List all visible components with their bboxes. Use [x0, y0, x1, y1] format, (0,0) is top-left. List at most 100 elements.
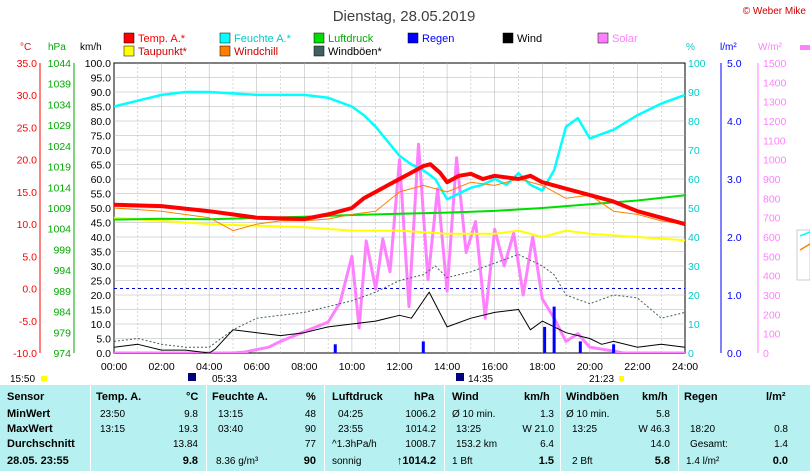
stats-cur-wind: 1.5 [538, 455, 554, 467]
series-line-windb-en [114, 253, 685, 348]
solar-tick-label: 1400 [763, 77, 787, 89]
wind-tick-label: 35.0 [91, 247, 112, 259]
humidity-tick-label: 10 [688, 319, 700, 331]
wind-tick-label: 10.0 [91, 319, 112, 331]
stats-cur-press: ↑1014.2 [396, 455, 436, 467]
temp-tick-label: 10.0 [17, 219, 38, 231]
solar-tick-label: 1100 [763, 135, 786, 147]
sunrise-icon [188, 373, 196, 381]
rain-tick-label: 2.0 [727, 232, 742, 244]
legend-label: Solar [612, 33, 638, 45]
stats-min-wind-a: Ø 10 min. [452, 409, 496, 420]
stats-cur-hum: 90 [303, 455, 316, 467]
stats-min-press-time: 04:25 [338, 409, 364, 420]
pressure-tick-label: 989 [53, 286, 71, 298]
rain-bar [552, 306, 556, 353]
copyright[interactable]: © Weber Mike [743, 6, 807, 17]
noon-time: 14:35 [468, 374, 493, 385]
temp-tick-label: 35.0 [17, 58, 38, 70]
rain-bar [543, 326, 547, 353]
temp-tick-label: -10.0 [13, 348, 37, 360]
series-line-feuchte-a [114, 90, 685, 201]
time-tick-label: 14:00 [434, 361, 460, 373]
stats-avg-wind-a: 153.2 km [456, 439, 498, 450]
pressure-tick-label: 1034 [48, 99, 72, 111]
solar-tick-label: 300 [763, 290, 781, 302]
pressure-tick-label: 1039 [48, 79, 72, 91]
legend-label: Wind [517, 33, 542, 45]
stats-header-gust: Windböen [566, 391, 620, 403]
stats-min-hum-time: 13:15 [218, 409, 244, 420]
noon-icon [456, 373, 464, 381]
legend-swatch [123, 45, 135, 57]
stats-table: Sensor Temp. A. °C Feuchte A. % Luftdruc… [0, 385, 810, 471]
stats-max-gust-a: 13:25 [572, 424, 598, 435]
legend-swatch [123, 32, 135, 44]
stats-cur-gust: 5.8 [654, 455, 670, 467]
legend-swatch [502, 32, 514, 44]
solar-tick-label: 1500 [763, 58, 787, 70]
legend-swatch [219, 32, 231, 44]
stats-avg-rain-a: Gesamt: [690, 439, 728, 450]
humidity-tick-label: 80 [688, 116, 700, 128]
wind-tick-label: 90.0 [91, 87, 112, 99]
stats-cur-rain: 0.0 [772, 455, 788, 467]
legend: Temp. A.*Taupunkt* Feuchte A.*Windchill Lu… [123, 32, 638, 58]
sunrise-time: 05:33 [212, 374, 237, 385]
wind-tick-label: 15.0 [91, 305, 112, 317]
stats-avg-gust: 14.0 [650, 439, 670, 450]
humidity-axis-unit: % [686, 42, 695, 53]
rain-bar [612, 344, 616, 353]
stats-max-temp-time: 13:15 [100, 424, 126, 435]
stats-avg-press: 1008.7 [405, 439, 436, 450]
time-tick-label: 06:00 [244, 361, 270, 373]
temp-tick-label: 15.0 [17, 187, 38, 199]
stats-header-sensor: Sensor [7, 391, 45, 403]
stats-header-gust-unit: km/h [642, 391, 668, 403]
time-tick-label: 12:00 [386, 361, 412, 373]
wind-tick-label: 60.0 [91, 174, 112, 186]
series-line-taupunkt [114, 216, 685, 242]
time-tick-label: 10:00 [339, 361, 365, 373]
series-line-windchill [114, 178, 685, 232]
solar-tick-label: 500 [763, 251, 781, 263]
stats-header-press: Luftdruck [332, 391, 383, 403]
legend-label: Windchill [234, 46, 278, 58]
axis-unit-labels: °C hPa km/h % l/m² W/m² [20, 42, 783, 53]
temp-tick-label: 20.0 [17, 155, 38, 167]
pressure-tick-label: 1024 [48, 141, 72, 153]
wind-tick-label: 65.0 [91, 160, 112, 172]
wind-tick-label: 80.0 [91, 116, 112, 128]
stats-cur-forecast: sonnig [332, 456, 362, 467]
stats-cur-temp: 9.8 [182, 455, 198, 467]
solar-tick-label: 1200 [763, 116, 787, 128]
stats-max-wind: W 21.0 [522, 424, 554, 435]
legend-swatch [407, 32, 419, 44]
legend-label: Taupunkt* [138, 46, 188, 58]
humidity-tick-label: 50 [688, 203, 700, 215]
wind-tick-label: 30.0 [91, 261, 112, 273]
wind-tick-label: 100.0 [85, 58, 111, 70]
legend-swatch [597, 32, 609, 44]
humidity-tick-label: 60 [688, 174, 700, 186]
stats-header-rain-unit: l/m² [766, 391, 786, 403]
series-line-luftdruck [114, 194, 685, 221]
chart-title: Dienstag, 28.05.2019 [333, 8, 476, 25]
stats-max-rain: 0.8 [774, 424, 788, 435]
stats-avg-temp: 13.84 [172, 439, 198, 450]
stats-max-hum-time: 03:40 [218, 424, 244, 435]
pressure-tick-label: 974 [53, 348, 71, 360]
pressure-tick-label: 984 [53, 307, 71, 319]
stats-row-min-label: MinWert [7, 408, 51, 420]
stats-avg-rain: 1.4 [774, 439, 788, 450]
stats-header-hum: Feuchte A. [212, 391, 268, 403]
humidity-tick-label: 70 [688, 145, 700, 157]
humidity-tick-label: 0 [688, 348, 694, 360]
data-series [114, 90, 685, 353]
time-tick-label: 00:00 [101, 361, 127, 373]
time-tick-label: 22:00 [624, 361, 650, 373]
sunset-time: 21:23 [589, 374, 614, 385]
stats-row-avg-label: Durchschnitt [7, 438, 75, 450]
solar-tick-label: 1000 [763, 155, 787, 167]
current-time-marker [41, 376, 47, 381]
